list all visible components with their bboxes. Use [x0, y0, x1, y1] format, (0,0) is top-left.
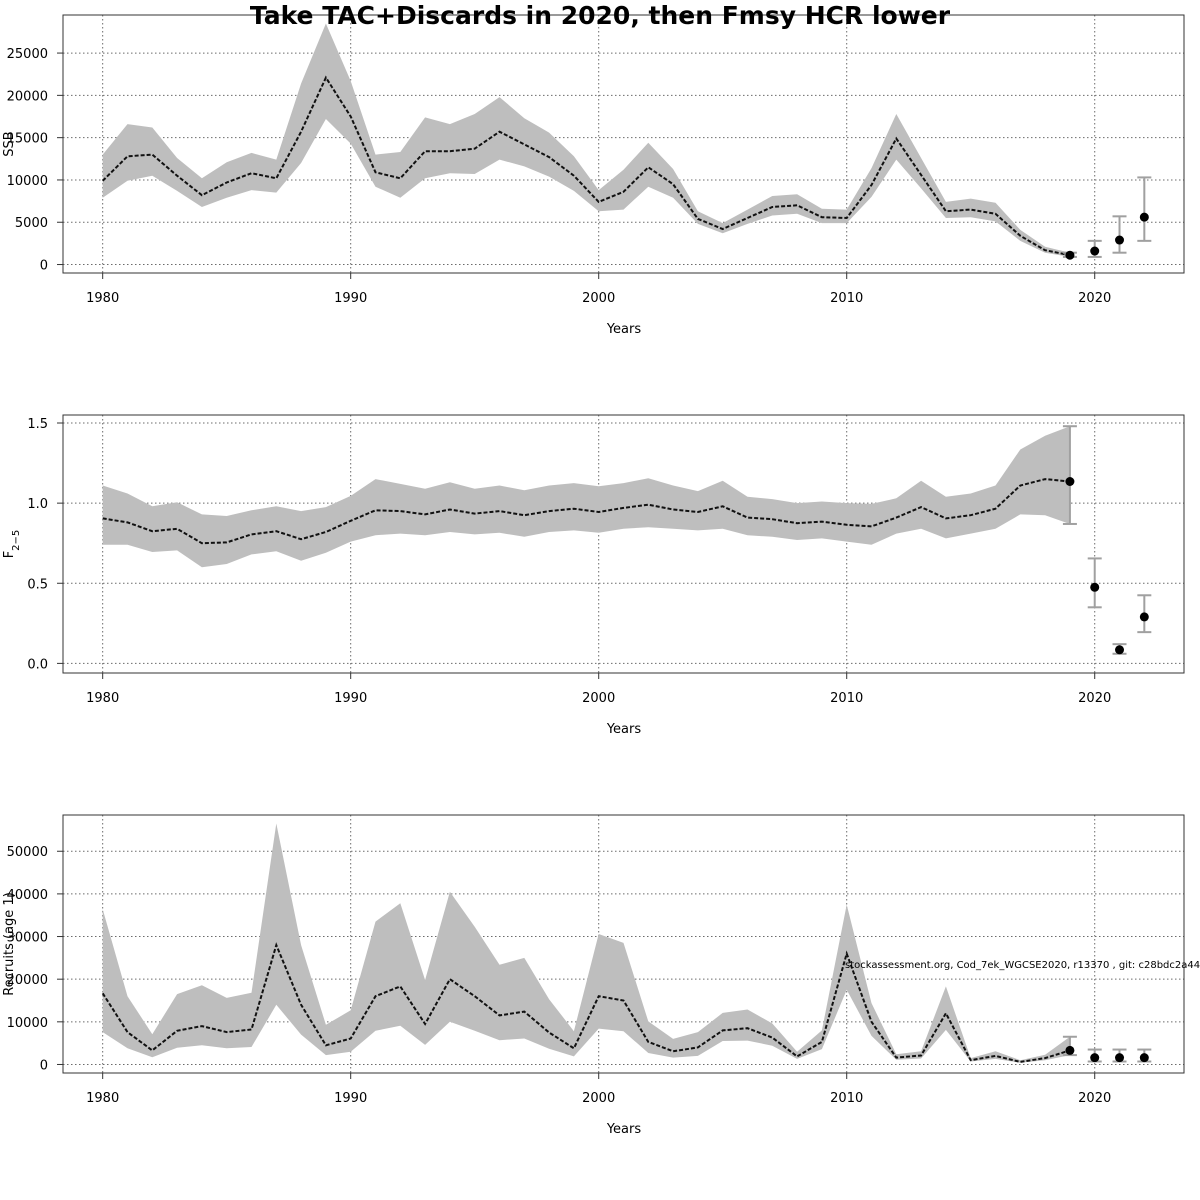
plot-frame-ssb: [62, 14, 1185, 274]
y-tick-label-5: 25000: [7, 47, 48, 62]
x-tick-label-2020: 2020: [1078, 291, 1111, 306]
forecast-point-2022: [1139, 612, 1149, 622]
x-tick-label-2010: 2010: [830, 691, 863, 706]
forecast-point-2021: [1115, 235, 1125, 245]
forecast-point-2020: [1090, 1053, 1100, 1063]
x-tick-label-2000: 2000: [582, 1091, 615, 1106]
x-tick-label-2010: 2010: [830, 1091, 863, 1106]
footer-note: stockassessment.org, Cod_7ek_WGCSE2020, …: [845, 960, 1200, 971]
y-axis-label-ssb: SSB: [2, 131, 17, 156]
panel-ssb: 1980 1990 2000 2010 2020 0 5000 10000 15000 20000…: [2, 14, 1185, 337]
x-tick-label-2000: 2000: [582, 291, 615, 306]
x-axis-label-recruits: Years: [606, 1122, 642, 1137]
forecast-point-2020: [1090, 246, 1100, 256]
x-tick-label-1980: 1980: [86, 691, 119, 706]
estimate-line-fbar: [102, 478, 1070, 545]
x-tick-label-1980: 1980: [86, 1091, 119, 1106]
y-tick-label-2: 10000: [7, 174, 48, 189]
x-tick-label-2020: 2020: [1078, 1091, 1111, 1106]
plot-frame-recruits: [62, 814, 1185, 1074]
y-tick-label-0: 0.0: [27, 657, 48, 672]
point-2019: [1065, 250, 1075, 260]
y-axis-label-fbar: F2−5: [2, 530, 22, 559]
forecast-point-2021: [1115, 645, 1125, 655]
forecast-point-2022: [1139, 1053, 1149, 1063]
y-tick-label-5: 50000: [7, 845, 48, 860]
forecast-point-2022: [1139, 212, 1149, 222]
y-axis-label-subscript-fbar: 2−5: [11, 530, 22, 551]
y-tick-label-2: 1.0: [27, 497, 48, 512]
estimate-line-recruits: [101, 942, 1071, 1063]
point-2019: [1065, 1045, 1075, 1055]
y-axis-label-recruits: Recruits (age 1): [2, 892, 17, 996]
chart-title: Take TAC+Discards in 2020, then Fmsy HCR…: [250, 1, 951, 30]
x-tick-label-1980: 1980: [86, 291, 119, 306]
x-tick-label-1990: 1990: [334, 1091, 367, 1106]
x-tick-label-2020: 2020: [1078, 691, 1111, 706]
plot-frame-fbar: [62, 414, 1185, 674]
y-tick-label-4: 40000: [7, 888, 48, 903]
confidence-band-fbar: [102, 426, 1070, 568]
x-tick-label-1990: 1990: [334, 691, 367, 706]
x-tick-label-1990: 1990: [334, 291, 367, 306]
y-tick-label-3: 1.5: [27, 417, 48, 432]
confidence-band-recruits: [102, 823, 1070, 1063]
y-tick-label-1: 10000: [7, 1016, 48, 1031]
estimate-line-ssb: [101, 75, 1071, 257]
y-tick-label-4: 20000: [7, 89, 48, 104]
x-tick-label-2000: 2000: [582, 691, 615, 706]
y-tick-label-3: 30000: [7, 931, 48, 946]
y-tick-label-1: 0.5: [27, 577, 48, 592]
panel-recruits: 1980 1990 2000 2010 2020 0 10000 20000 30000 4000…: [2, 814, 1185, 1137]
y-tick-label-0: 0: [40, 1058, 48, 1073]
y-tick-label-1: 5000: [15, 216, 48, 231]
y-tick-label-3: 15000: [7, 132, 48, 147]
point-2019: [1065, 477, 1075, 487]
y-tick-label-2: 20000: [7, 973, 48, 988]
confidence-band-ssb: [102, 23, 1070, 257]
y-tick-label-0: 0: [40, 259, 48, 274]
x-axis-label-ssb: Years: [606, 322, 642, 337]
x-axis-label-fbar: Years: [606, 722, 642, 737]
panel-fbar: 1980 1990 2000 2010 2020 0.0 0.5 1.0 1.5 Years F2−…: [2, 414, 1185, 737]
x-tick-label-2010: 2010: [830, 291, 863, 306]
forecast-point-2021: [1115, 1053, 1125, 1063]
forecast-point-2020: [1090, 582, 1100, 592]
